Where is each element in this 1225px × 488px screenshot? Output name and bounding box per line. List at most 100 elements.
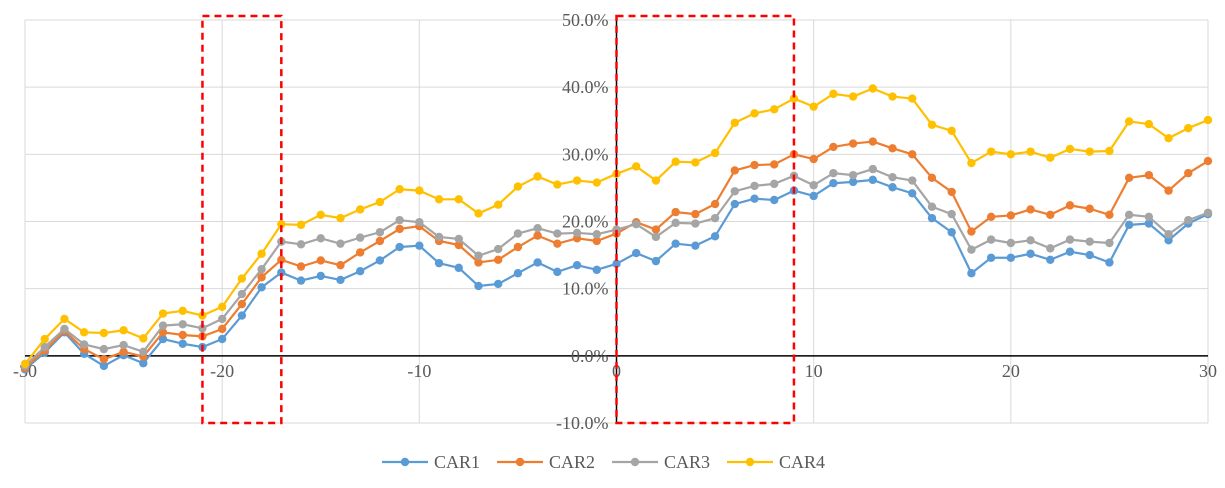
data-point — [1085, 250, 1094, 260]
data-point — [178, 306, 187, 316]
data-point — [1105, 146, 1114, 156]
data-point — [474, 251, 483, 260]
data-point — [829, 168, 838, 178]
data-point — [710, 213, 720, 223]
data-point — [691, 209, 700, 219]
data-point — [99, 354, 109, 364]
data-point — [1065, 247, 1075, 256]
data-point — [415, 217, 424, 227]
legend-marker-car1 — [400, 457, 410, 467]
data-point — [691, 158, 700, 167]
data-point — [513, 182, 523, 191]
data-point — [237, 311, 247, 320]
data-point — [592, 236, 601, 246]
data-point — [355, 233, 365, 242]
data-point — [809, 181, 818, 190]
y-tick-label: 50.0% — [562, 10, 609, 30]
data-point — [1046, 210, 1055, 219]
highlight-box — [615, 14, 796, 425]
x-tick-label: 20 — [1002, 361, 1020, 381]
data-point — [1006, 253, 1016, 262]
data-point — [336, 213, 345, 223]
data-point — [474, 258, 483, 267]
y-tick-label: -10.0% — [556, 413, 609, 433]
series-lines — [20, 84, 1213, 374]
data-point — [848, 92, 858, 101]
data-point — [178, 330, 187, 340]
data-point — [868, 175, 878, 185]
data-point — [533, 224, 542, 233]
data-point — [829, 89, 838, 99]
data-point — [986, 235, 996, 244]
data-point — [710, 232, 720, 241]
data-point — [927, 213, 937, 223]
data-point — [1164, 230, 1173, 239]
data-point — [316, 210, 325, 219]
data-point — [494, 279, 503, 289]
data-point — [434, 232, 444, 242]
data-point — [908, 150, 917, 159]
x-tick-label: -20 — [210, 361, 234, 381]
legend-marker-car2 — [515, 457, 525, 467]
data-point — [1006, 211, 1016, 220]
data-point — [237, 289, 247, 299]
data-point — [336, 260, 345, 270]
data-point — [40, 334, 49, 344]
data-point — [1144, 170, 1154, 180]
data-point — [178, 339, 187, 348]
data-point — [770, 179, 779, 189]
data-point — [750, 160, 759, 170]
data-point — [730, 187, 739, 196]
x-tick-label: -10 — [407, 361, 431, 381]
data-point — [395, 215, 404, 225]
data-point — [848, 139, 858, 148]
data-point — [139, 334, 148, 343]
data-point — [454, 240, 463, 250]
data-point — [99, 361, 109, 371]
data-point — [277, 219, 286, 229]
data-point — [336, 275, 345, 285]
data-point — [1184, 123, 1193, 133]
data-point — [533, 231, 542, 240]
highlight-boxes — [201, 14, 796, 425]
data-point — [1105, 210, 1114, 219]
tick-labels: -30-20-100102030-10.0%0.0%10.0%20.0%30.0… — [13, 10, 1217, 433]
data-point — [1085, 237, 1094, 246]
data-point — [967, 158, 976, 168]
data-point — [40, 342, 49, 352]
data-point — [651, 176, 661, 185]
data-point — [316, 256, 325, 265]
data-point — [1046, 153, 1055, 162]
data-point — [237, 274, 247, 283]
data-point — [415, 241, 424, 250]
data-point — [927, 173, 937, 183]
data-point — [158, 309, 168, 318]
data-point — [553, 267, 562, 277]
data-point — [1124, 117, 1134, 126]
data-point — [1164, 236, 1173, 245]
data-point — [632, 248, 641, 258]
data-point — [750, 181, 759, 191]
data-point — [257, 249, 266, 258]
data-point — [908, 176, 917, 185]
data-point — [1105, 238, 1114, 248]
data-point — [612, 225, 621, 234]
data-point — [927, 120, 937, 129]
data-point — [632, 162, 641, 171]
data-point — [1085, 204, 1094, 213]
data-point — [60, 314, 69, 324]
data-point — [553, 229, 562, 238]
data-point — [947, 126, 956, 136]
data-point — [217, 334, 227, 344]
data-point — [533, 172, 542, 181]
data-point — [296, 220, 306, 230]
data-point — [1164, 134, 1173, 143]
data-point — [1026, 236, 1035, 245]
data-point — [1144, 119, 1154, 129]
data-point — [1184, 168, 1193, 178]
data-point — [336, 239, 345, 248]
legend-marker-car3 — [630, 457, 640, 467]
data-point — [691, 219, 700, 228]
data-point — [355, 267, 365, 276]
x-tick-label: 10 — [805, 361, 823, 381]
